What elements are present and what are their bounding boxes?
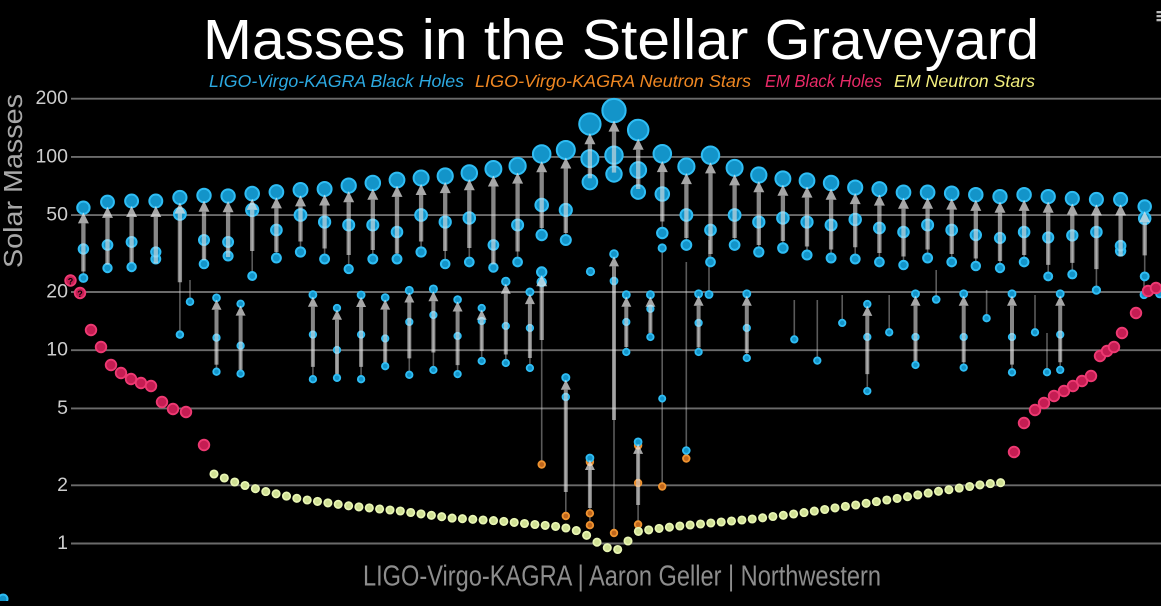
svg-text:1: 1 bbox=[57, 532, 68, 554]
svg-text:2: 2 bbox=[57, 474, 68, 496]
svg-text:LIGO-Virgo-KAGRA Neutron Stars: LIGO-Virgo-KAGRA Neutron Stars bbox=[475, 71, 751, 91]
svg-text:EM Neutron Stars: EM Neutron Stars bbox=[894, 71, 1035, 91]
svg-text:Solar Masses: Solar Masses bbox=[0, 94, 28, 268]
svg-text:100: 100 bbox=[35, 145, 68, 167]
svg-text:LIGO-Virgo-KAGRA | Aaron Gelle: LIGO-Virgo-KAGRA | Aaron Geller | Northw… bbox=[363, 561, 881, 593]
svg-text:Masses in the Stellar Graveyar: Masses in the Stellar Graveyard bbox=[203, 8, 1039, 72]
svg-text:10: 10 bbox=[46, 339, 68, 361]
svg-text:50: 50 bbox=[46, 204, 68, 226]
svg-text:200: 200 bbox=[35, 87, 68, 109]
svg-text:EM Black Holes: EM Black Holes bbox=[765, 71, 882, 91]
svg-text:20: 20 bbox=[46, 281, 68, 303]
svg-text:?: ? bbox=[68, 277, 74, 287]
svg-text:LIGO-Virgo-KAGRA Black Holes: LIGO-Virgo-KAGRA Black Holes bbox=[209, 71, 464, 91]
svg-text:5: 5 bbox=[57, 397, 68, 419]
svg-text:?: ? bbox=[77, 289, 83, 299]
